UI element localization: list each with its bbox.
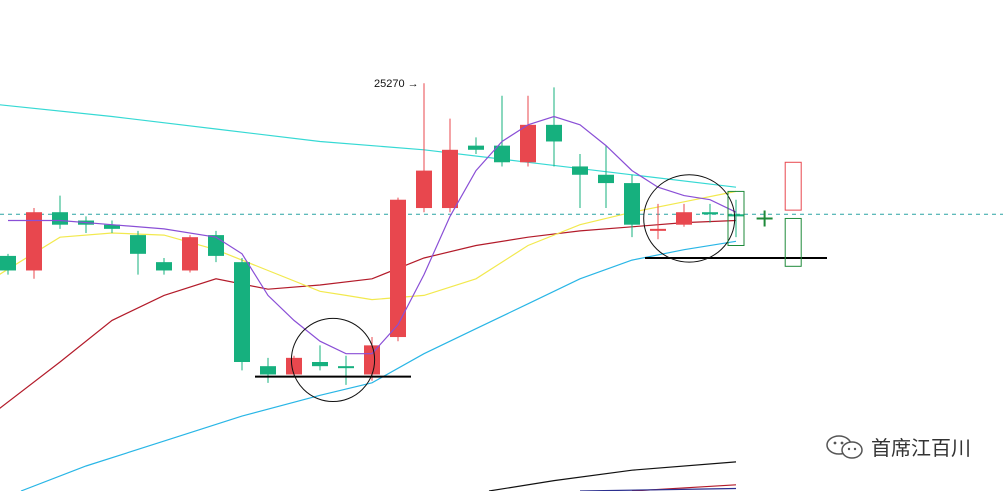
ma-cyan-line xyxy=(0,104,737,188)
projection-box xyxy=(784,217,802,267)
candle-body xyxy=(520,124,536,163)
candle-body xyxy=(312,362,328,367)
candle-body xyxy=(442,149,458,209)
candle-body xyxy=(208,235,224,256)
candle-body xyxy=(390,199,406,338)
candle-body xyxy=(624,183,640,225)
ma-blue-line xyxy=(20,240,737,491)
candle-body xyxy=(494,145,510,163)
watermark: 首席江百川 xyxy=(825,432,971,461)
candle-body xyxy=(286,357,302,375)
candle-body xyxy=(598,174,614,184)
candle-body xyxy=(156,262,172,271)
candle-body xyxy=(338,366,354,369)
chat-bubbles-icon xyxy=(826,434,863,459)
candle-body xyxy=(468,145,484,150)
candle-body xyxy=(52,212,68,225)
candle-body xyxy=(676,212,692,225)
candle-body xyxy=(130,235,146,254)
highlight-ellipse xyxy=(290,317,376,403)
candle-body xyxy=(572,166,588,175)
candle-body xyxy=(104,224,120,229)
watermark-text: 首席江百川 xyxy=(871,436,971,460)
candle-body xyxy=(260,366,276,375)
candle-body xyxy=(26,212,42,271)
candle-body xyxy=(234,262,250,363)
candle-body xyxy=(728,214,744,217)
ma-black-line xyxy=(488,461,737,491)
candle-body xyxy=(182,237,198,271)
candle-body xyxy=(702,212,718,215)
candle-body xyxy=(0,255,16,271)
projection-box xyxy=(784,161,802,211)
cross-marker xyxy=(756,210,773,227)
ma-red-line xyxy=(0,219,737,409)
high-price-label: 25270 → xyxy=(374,78,419,90)
projection-box xyxy=(727,190,745,247)
candle-body xyxy=(546,124,562,142)
ma-purple-line xyxy=(8,115,737,355)
highlight-ellipse xyxy=(643,174,736,263)
candle-body xyxy=(650,228,666,231)
candle-body xyxy=(364,345,380,375)
candle-body xyxy=(416,170,432,209)
